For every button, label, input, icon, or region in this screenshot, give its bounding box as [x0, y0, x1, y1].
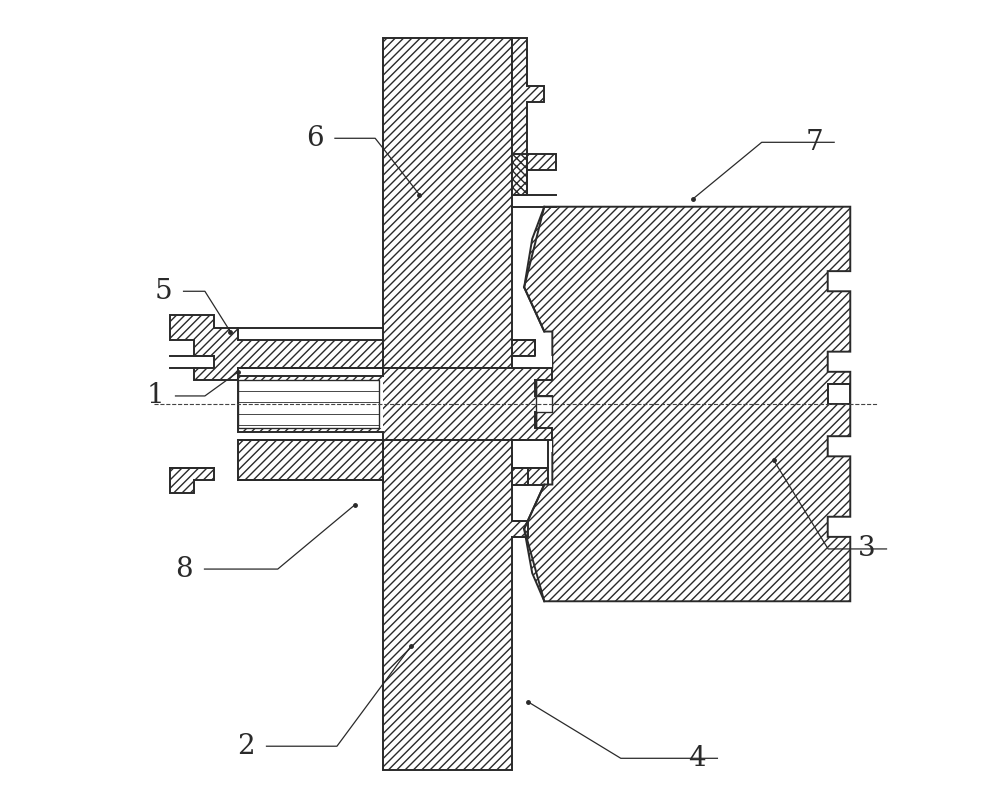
Polygon shape [170, 469, 214, 493]
Text: 7: 7 [805, 128, 823, 156]
Polygon shape [512, 154, 527, 195]
Text: 3: 3 [858, 536, 875, 562]
Polygon shape [512, 38, 556, 195]
Polygon shape [535, 380, 552, 428]
Polygon shape [238, 440, 383, 481]
Text: 2: 2 [238, 733, 255, 760]
Polygon shape [238, 368, 552, 440]
Text: 6: 6 [306, 124, 324, 152]
Polygon shape [383, 38, 535, 368]
Polygon shape [238, 380, 383, 428]
Polygon shape [828, 384, 850, 404]
Polygon shape [828, 384, 850, 404]
Polygon shape [170, 315, 383, 380]
Text: 1: 1 [146, 382, 164, 410]
Polygon shape [524, 207, 850, 601]
Text: 4: 4 [688, 745, 706, 772]
Polygon shape [512, 440, 552, 452]
Text: 8: 8 [176, 556, 193, 583]
Polygon shape [512, 356, 552, 368]
Polygon shape [383, 440, 548, 770]
Text: 5: 5 [155, 278, 172, 305]
Polygon shape [238, 380, 379, 428]
